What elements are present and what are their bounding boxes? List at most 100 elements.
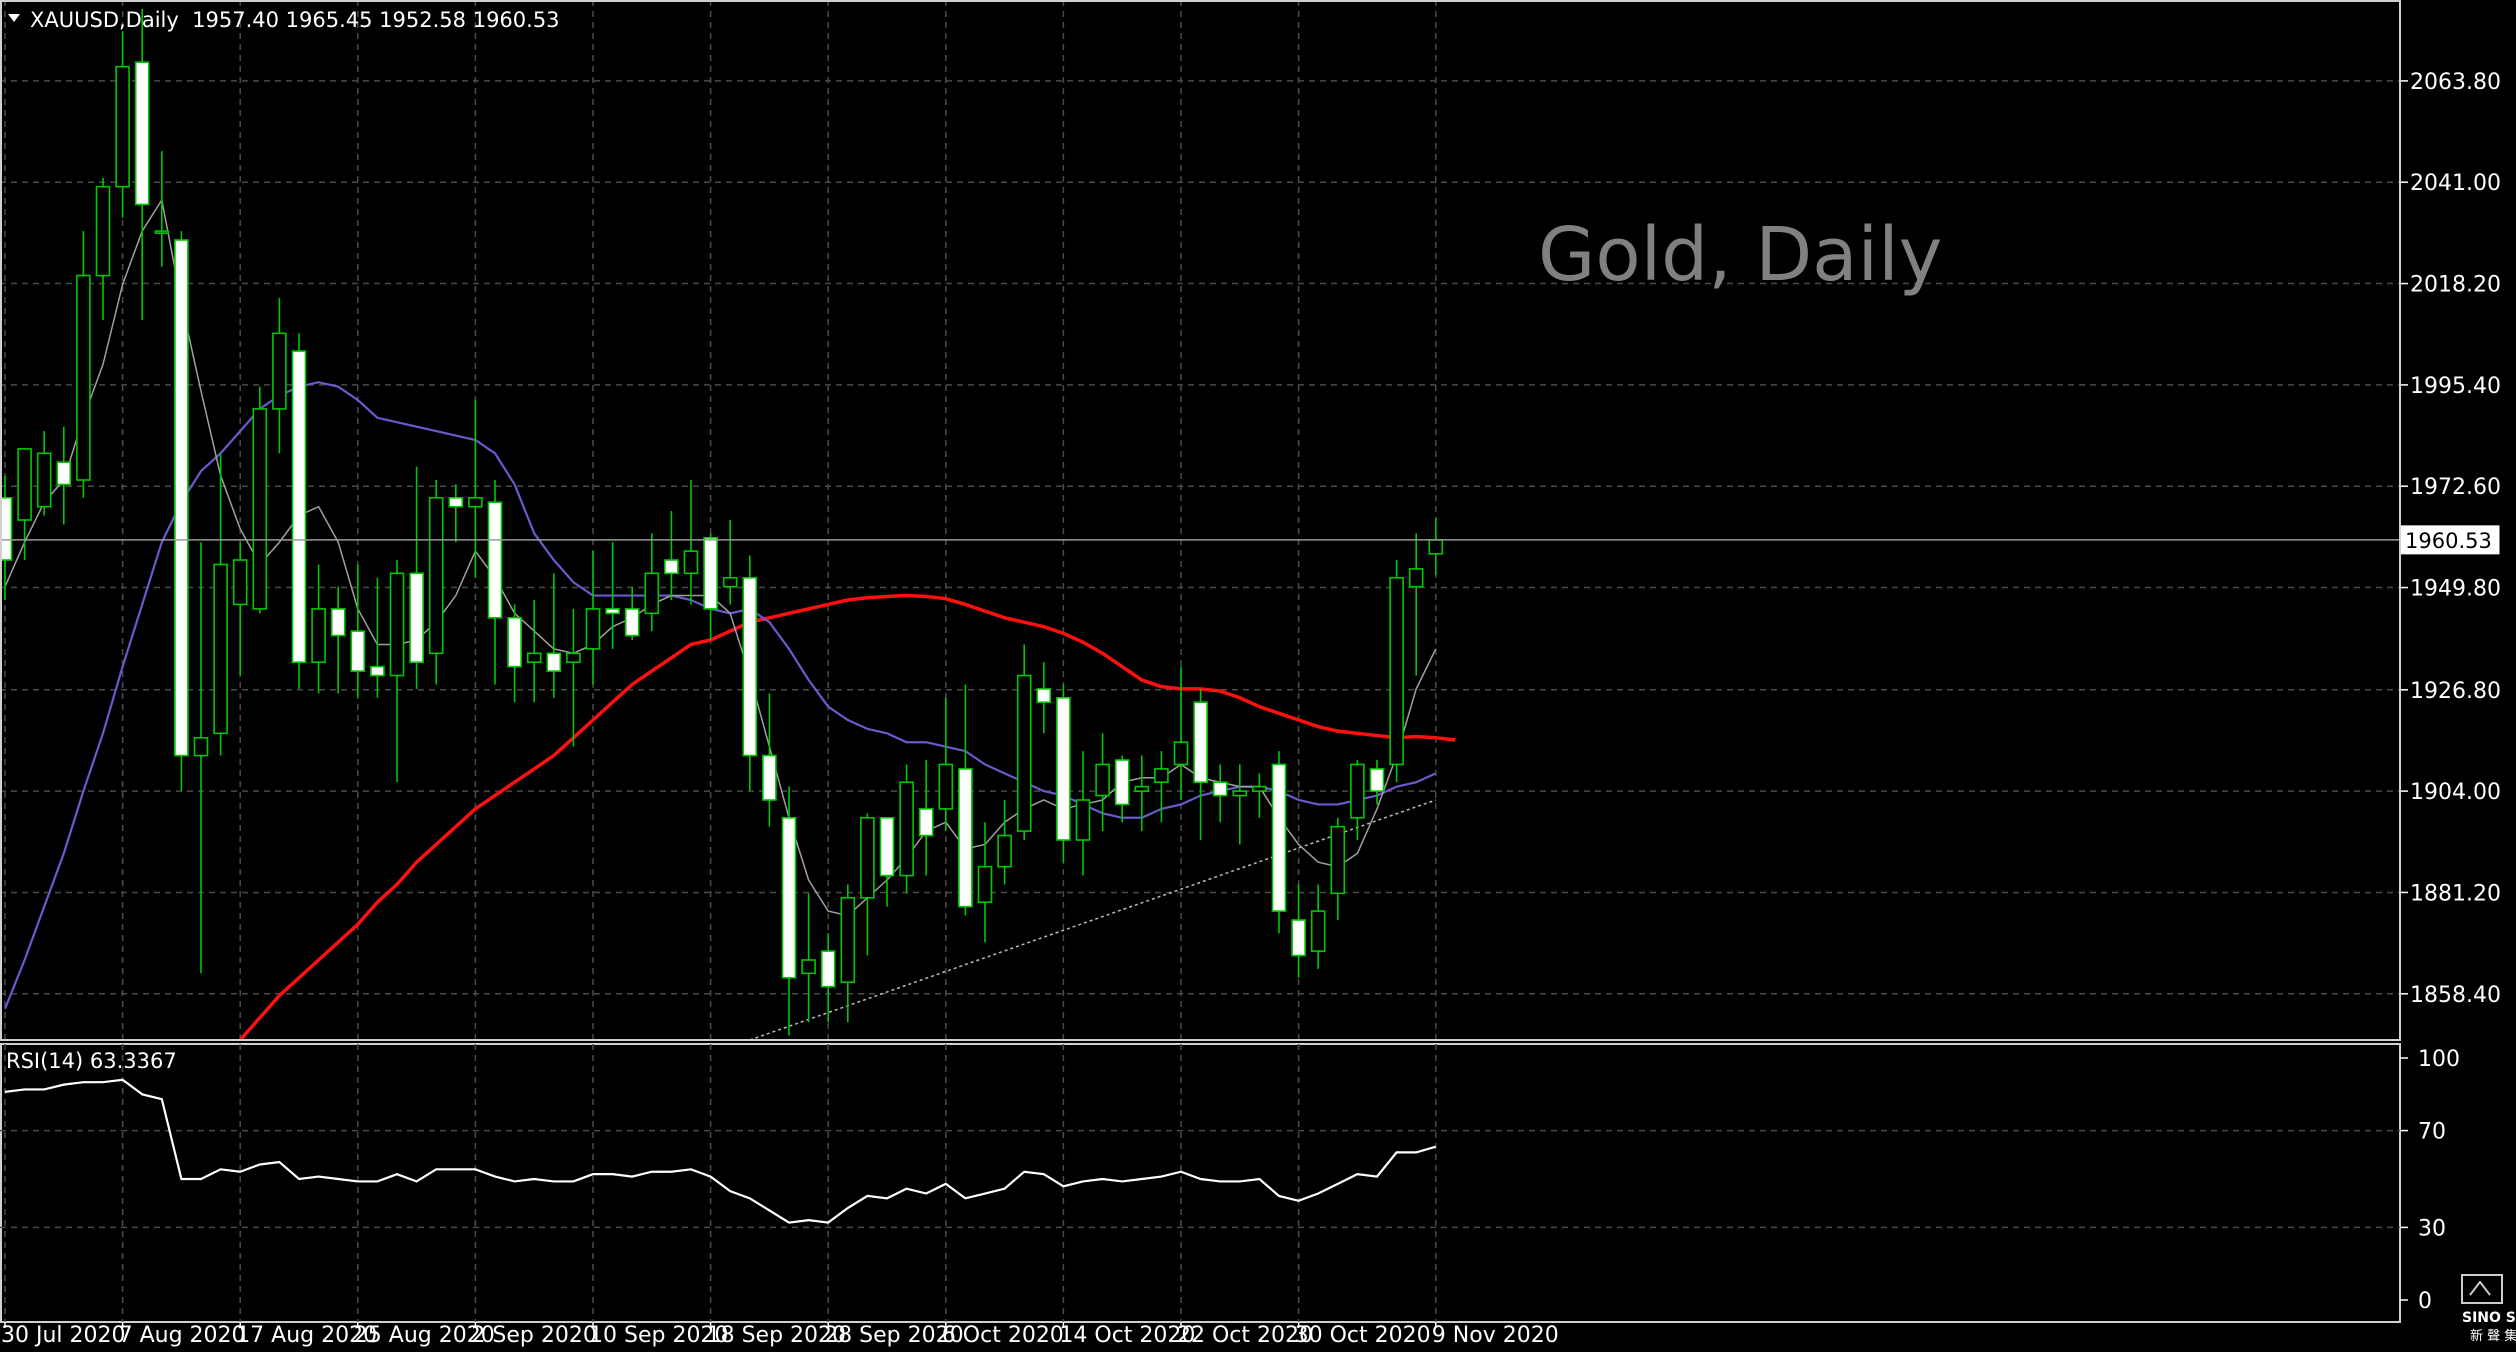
candle bbox=[36, 431, 52, 516]
candle bbox=[1016, 644, 1032, 840]
candle bbox=[507, 604, 522, 703]
candle bbox=[762, 693, 777, 827]
candle bbox=[997, 800, 1012, 885]
candle-body-bearish bbox=[820, 950, 836, 988]
candle-body-bullish bbox=[860, 816, 875, 899]
candle bbox=[918, 760, 934, 876]
price-tick-label: 1972.60 bbox=[2410, 475, 2501, 500]
candle-body-bearish bbox=[291, 350, 307, 664]
candle bbox=[1114, 755, 1130, 823]
candle-body-bullish bbox=[36, 452, 52, 508]
rsi-label: RSI(14) 63.3367 bbox=[6, 1049, 177, 1073]
candle-body-bullish bbox=[1134, 785, 1150, 792]
candle-body-bullish bbox=[468, 496, 483, 508]
candle bbox=[232, 542, 248, 676]
candle bbox=[154, 151, 170, 267]
candle-body-bullish bbox=[95, 185, 111, 277]
candle bbox=[17, 448, 32, 560]
rsi-grid bbox=[0, 1044, 2400, 1322]
price-tick-label: 1858.40 bbox=[2410, 983, 2501, 1008]
time-tick-label: 25 Aug 2020 bbox=[354, 1323, 495, 1348]
candle bbox=[1134, 755, 1150, 832]
candle bbox=[272, 297, 287, 454]
candle-body-bullish bbox=[1389, 576, 1404, 766]
candle bbox=[840, 884, 856, 1023]
candle bbox=[1369, 760, 1385, 805]
candle-body-bullish bbox=[1428, 539, 1444, 555]
candle-body-bullish bbox=[1350, 763, 1365, 819]
candle-body-bearish bbox=[1036, 688, 1052, 704]
candle-body-bearish bbox=[958, 768, 973, 908]
chart-watermark: Gold, Daily bbox=[1538, 212, 1942, 298]
candle bbox=[1095, 733, 1110, 832]
candle bbox=[585, 551, 601, 685]
candle-body-bullish bbox=[1095, 763, 1110, 797]
candle-body-bearish bbox=[1369, 768, 1385, 792]
candle bbox=[1271, 751, 1287, 934]
candle bbox=[252, 386, 268, 614]
candle-body-bearish bbox=[546, 652, 562, 672]
candle-body-bearish bbox=[664, 559, 679, 575]
candle bbox=[0, 475, 13, 600]
candle-body-bearish bbox=[879, 816, 895, 877]
price-tick-label: 2063.80 bbox=[2410, 70, 2501, 95]
candle-body-bullish bbox=[644, 572, 660, 615]
price-tick-label: 2041.00 bbox=[2410, 171, 2501, 196]
candle-body-bearish bbox=[762, 754, 777, 801]
candle-body-bearish bbox=[624, 608, 640, 637]
candle bbox=[1252, 773, 1267, 818]
symbol-header[interactable]: XAUUSD,Daily 1957.40 1965.45 1952.58 196… bbox=[8, 8, 560, 32]
dropdown-triangle-icon[interactable] bbox=[8, 14, 20, 22]
candle bbox=[1173, 666, 1189, 800]
price-tick-label: 1881.20 bbox=[2410, 881, 2501, 906]
candle bbox=[683, 480, 699, 605]
candle-body-bullish bbox=[193, 736, 209, 757]
candle bbox=[1389, 560, 1404, 783]
candle-body-bearish bbox=[1114, 759, 1130, 806]
time-tick-label: 2 Sep 2020 bbox=[471, 1323, 596, 1348]
candle bbox=[703, 533, 718, 640]
candle-body-bullish bbox=[1310, 910, 1326, 952]
candle bbox=[291, 333, 307, 689]
candle bbox=[1232, 764, 1248, 845]
time-tick-label: 17 Aug 2020 bbox=[236, 1323, 377, 1348]
candle bbox=[389, 560, 405, 783]
time-tick-label: 28 Sep 2020 bbox=[824, 1323, 963, 1348]
price-tick-label: 1904.00 bbox=[2410, 780, 2501, 805]
candle bbox=[722, 520, 738, 605]
candles bbox=[0, 8, 1444, 1036]
candle-body-bearish bbox=[350, 630, 366, 672]
candle bbox=[1350, 760, 1365, 840]
candle bbox=[448, 484, 464, 543]
candle-body-bullish bbox=[566, 652, 581, 664]
candle bbox=[350, 564, 366, 698]
candle bbox=[311, 564, 326, 694]
candle bbox=[1408, 533, 1424, 676]
price-axis: 2063.80 2041.00 2018.20 1995.40 1972.60 1949.… bbox=[2400, 70, 2501, 1008]
candle-body-bullish bbox=[1173, 741, 1189, 766]
candle-body-bearish bbox=[703, 536, 718, 610]
candle-body-bullish bbox=[840, 896, 856, 984]
rsi-panel-frame bbox=[0, 1043, 2401, 1323]
candle-body-bullish bbox=[1232, 790, 1248, 797]
candle bbox=[820, 933, 836, 1023]
candle bbox=[1330, 817, 1346, 920]
candle-body-bullish bbox=[977, 865, 993, 904]
candle bbox=[115, 31, 130, 218]
support-trendline bbox=[749, 799, 1437, 1041]
candle-body-bullish bbox=[76, 274, 91, 481]
candle bbox=[487, 480, 503, 685]
candle bbox=[1036, 662, 1052, 734]
candle-body-bullish bbox=[154, 230, 170, 234]
candle bbox=[860, 813, 875, 956]
logo-subtext: 新 聲 集 團 bbox=[2470, 1328, 2516, 1344]
time-tick-label: 7 Aug 2020 bbox=[119, 1323, 246, 1348]
logo-mark bbox=[2461, 1274, 2503, 1304]
candle bbox=[605, 542, 620, 649]
candle-body-bullish bbox=[997, 834, 1012, 868]
candle-body-bullish bbox=[213, 563, 228, 735]
candle bbox=[958, 684, 973, 916]
price-tick-label: 1926.80 bbox=[2410, 679, 2501, 704]
